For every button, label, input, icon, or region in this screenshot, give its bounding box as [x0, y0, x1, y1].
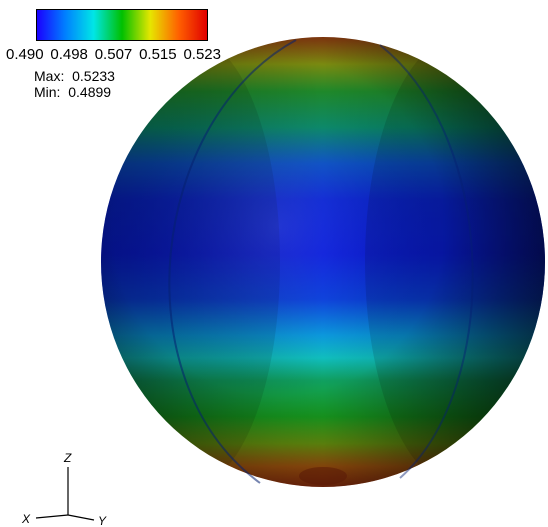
sphere-seam-right [379, 44, 474, 479]
color-bar-ticks: 0.490 0.498 0.507 0.515 0.523 [6, 46, 221, 64]
tick-label: 0.515 [139, 46, 177, 63]
tick-label: 0.523 [183, 46, 221, 63]
min-label: Min: [34, 84, 61, 100]
tick-label: 0.507 [94, 46, 133, 63]
axis-x-label: X [21, 512, 31, 526]
axis-x-line [35, 514, 69, 519]
axis-z-label: Z [63, 451, 72, 465]
color-legend: 0.490 0.498 0.507 0.515 0.523 Max: 0.523… [6, 6, 221, 106]
axis-y-label: Y [98, 514, 107, 527]
max-value: 0.5233 [72, 68, 115, 84]
range-stats: Max: 0.5233 Min: 0.4899 [34, 68, 115, 100]
min-row: Min: 0.4899 [34, 84, 115, 100]
orientation-axes: Z X Y [21, 451, 107, 527]
tick-label: 0.490 [6, 46, 44, 63]
sphere-shading [101, 37, 545, 487]
tick-label: 0.498 [50, 46, 88, 63]
color-bar [36, 9, 208, 41]
sphere-seam-left [168, 39, 297, 484]
axis-y-line [67, 514, 95, 521]
sphere-bottom-dimple [299, 467, 347, 485]
sphere [101, 37, 545, 487]
min-value: 0.4899 [68, 84, 112, 100]
max-label: Max: [34, 68, 65, 84]
max-row: Max: 0.5233 [34, 68, 115, 84]
